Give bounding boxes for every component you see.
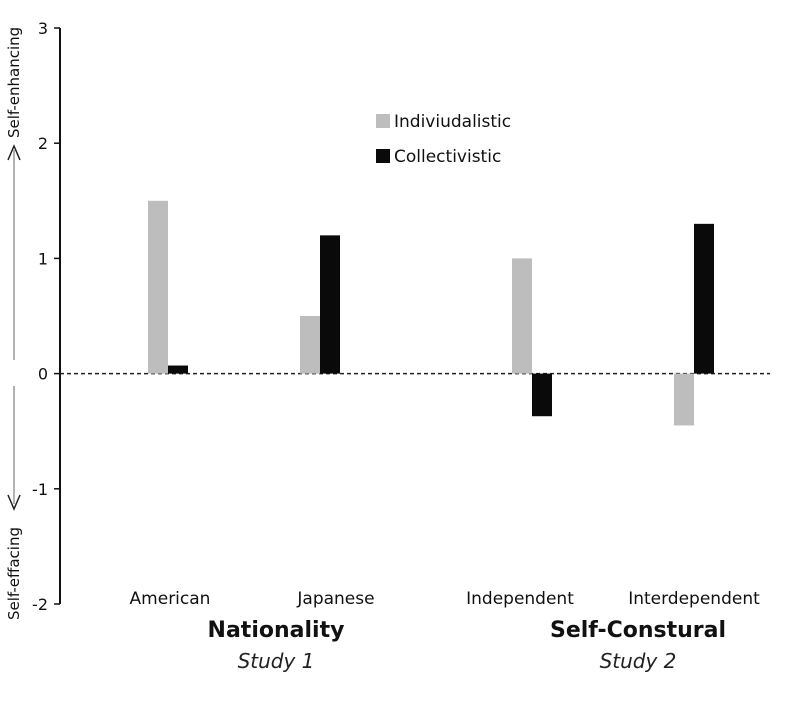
y-tick-label: 3 [38,19,48,38]
self-enhancing-label: Self-enhancing [5,27,23,138]
group-subtitle-study1: Study 1 [238,649,315,673]
legend-swatch-collectivistic [376,149,390,163]
category-label-japanese: Japanese [296,589,374,609]
bar-collectivistic-japanese [320,235,340,374]
legend: Indiviudalistic Collectivistic [376,112,511,167]
category-label-american: American [130,589,211,609]
legend-swatch-individualistic [376,114,390,128]
y-tick-label: 1 [38,249,48,268]
bar-individualistic-japanese [300,316,320,374]
y-tick-label: 2 [38,134,48,153]
bar-collectivistic-independent [532,373,552,417]
bars [148,200,714,426]
category-label-independent: Independent [466,589,574,609]
bar-collectivistic-interdependent [694,223,714,374]
self-effacing-label: Self-effacing [5,527,23,620]
y-tick-label: -2 [32,595,48,614]
legend-label-collectivistic: Collectivistic [394,147,501,167]
bar-collectivistic-american [168,365,188,374]
y-tick-label: -1 [32,480,48,499]
group-title-nationality: Nationality [208,618,345,643]
group-title-self-constural: Self-Constural [550,618,726,643]
group-subtitle-study2: Study 2 [600,649,677,673]
category-labels: American Japanese Independent Interdependen… [130,589,761,609]
y-tick-label: 0 [38,365,48,384]
side-arrow-down-icon [7,494,21,511]
bar-individualistic-american [148,200,168,374]
legend-label-individualistic: Indiviudalistic [394,112,511,132]
side-arrow-up-icon [7,144,21,161]
bar-individualistic-interdependent [674,373,694,426]
bar-individualistic-independent [512,258,532,374]
side-annotation: Self-enhancing Self-effacing [5,27,23,620]
category-label-interdependent: Interdependent [628,589,760,609]
y-ticks: -2 -1 0 1 2 3 [32,19,60,614]
